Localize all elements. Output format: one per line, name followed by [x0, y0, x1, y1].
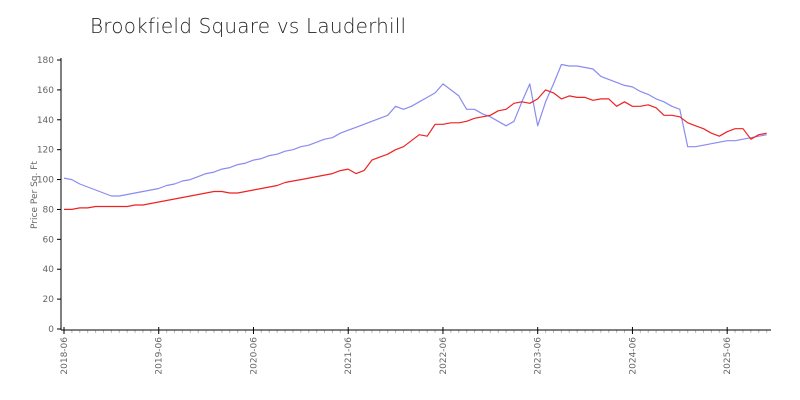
y-tick-label: 80 — [43, 205, 55, 215]
y-axis-label: Price Per Sq. Ft — [30, 161, 40, 229]
chart-title: Brookfield Square vs Lauderhill — [90, 14, 407, 38]
y-tick-label: 120 — [37, 146, 54, 156]
x-axis-ticks: 2018-06 2019-06 2020-06 2021-06 2022-06 2023-… — [60, 327, 768, 375]
x-tick-label: 2019-06 — [155, 337, 165, 375]
series-line-red — [64, 89, 767, 210]
x-tick-label: 2024-06 — [628, 337, 638, 375]
x-tick-label: 2022-06 — [439, 337, 449, 375]
y-tick-label: 180 — [37, 56, 54, 66]
series-line-blue — [63, 63, 767, 197]
y-tick-label: 160 — [37, 86, 54, 96]
x-tick-label: 2023-06 — [534, 337, 544, 375]
x-tick-label: 2021-06 — [344, 337, 354, 375]
x-tick-label: 2018-06 — [60, 337, 70, 375]
y-tick-label: 60 — [43, 235, 55, 245]
series-lines — [63, 63, 767, 210]
y-tick-label: 0 — [48, 325, 54, 335]
y-tick-label: 40 — [43, 265, 55, 275]
y-axis-ticks: 0 20 40 60 80 100 120 140 160 180 — [37, 56, 61, 335]
y-tick-label: 140 — [37, 116, 54, 126]
y-tick-label: 20 — [43, 295, 55, 305]
y-tick-label: 100 — [37, 176, 54, 186]
x-tick-label: 2025-06 — [723, 337, 733, 375]
x-tick-label: 2020-06 — [249, 337, 259, 375]
